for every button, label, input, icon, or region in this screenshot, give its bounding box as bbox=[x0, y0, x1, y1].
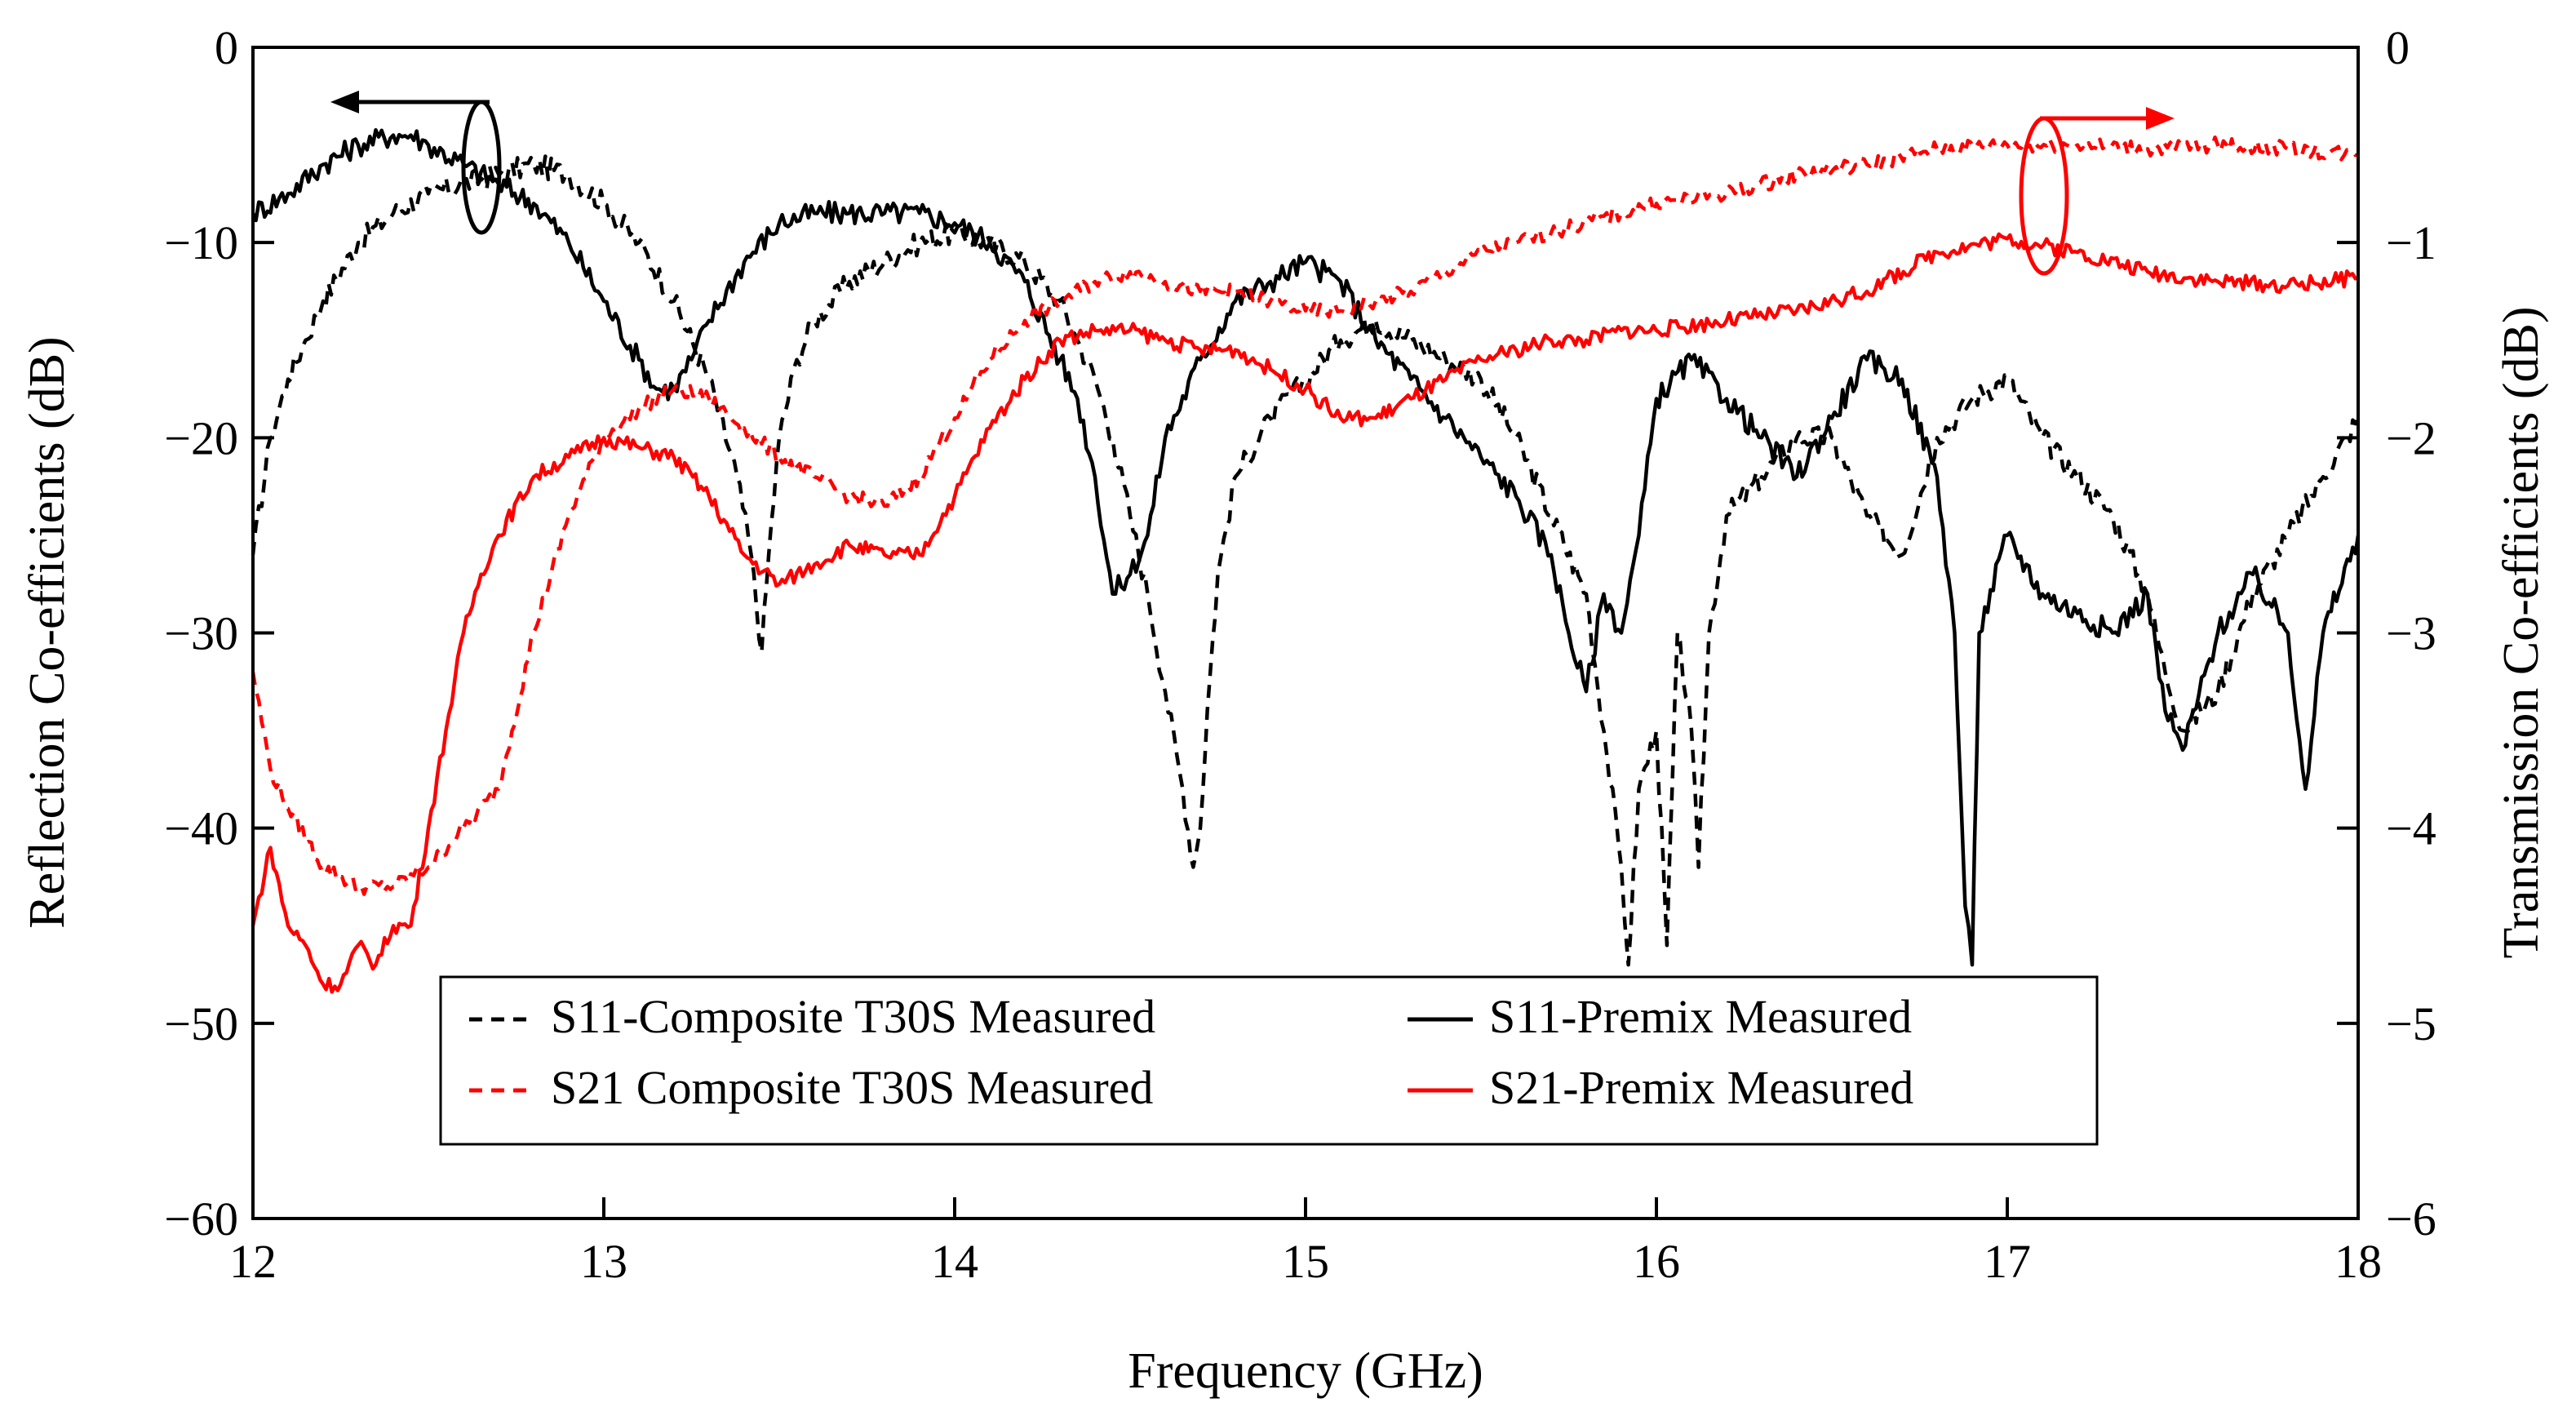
x-tick-label: 14 bbox=[931, 1235, 978, 1288]
y-tick-label-right: −6 bbox=[2386, 1192, 2436, 1245]
x-tick-label: 17 bbox=[1984, 1235, 2031, 1288]
series-line-4 bbox=[251, 232, 2359, 994]
y-axis-title-left: Reflection Co-efficients (dB) bbox=[20, 336, 75, 928]
x-tick-label: 18 bbox=[2334, 1235, 2382, 1288]
ticks-layer: 12 13 14 15 16 17 18 0 −10 −20 −30 −40 −50 −60 0 −1 −2 −3… bbox=[164, 21, 2436, 1288]
y-tick-label-right: 0 bbox=[2386, 21, 2410, 74]
y-tick-label-right: −5 bbox=[2386, 997, 2436, 1050]
legend: S11-Composite T30S Measured S11-Premix Me… bbox=[439, 975, 2099, 1146]
s21-annotation bbox=[2019, 107, 2175, 276]
y-tick-label-right: −1 bbox=[2386, 216, 2436, 269]
series-line-1 bbox=[251, 154, 2361, 967]
x-tick-label: 13 bbox=[580, 1235, 627, 1288]
s11-annotation bbox=[330, 91, 502, 235]
x-tick-label: 16 bbox=[1633, 1235, 1680, 1288]
right-arrow-icon bbox=[2146, 107, 2175, 130]
x-tick-label: 15 bbox=[1282, 1235, 1329, 1288]
y-tick-label-left: −40 bbox=[164, 802, 238, 855]
y-tick-label-right: −3 bbox=[2386, 607, 2436, 660]
series-layer bbox=[251, 127, 2361, 994]
legend-label: S21 Composite T30S Measured bbox=[551, 1061, 1153, 1114]
y-tick-label-left: −50 bbox=[164, 997, 238, 1050]
legend-box bbox=[439, 975, 2099, 1146]
y-tick-label-left: 0 bbox=[215, 21, 238, 74]
y-tick-label-right: −2 bbox=[2386, 411, 2436, 464]
x-tick-label: 12 bbox=[229, 1235, 277, 1288]
y-axis-title-right: Transmission Co-efficients (dB) bbox=[2494, 306, 2549, 958]
s21-annotation-ellipse bbox=[2019, 116, 2069, 276]
series-line-2 bbox=[251, 127, 2361, 967]
y-tick-label-right: −4 bbox=[2386, 802, 2436, 855]
series-line-3 bbox=[251, 135, 2359, 896]
left-arrow-icon bbox=[330, 91, 359, 113]
legend-label: S21-Premix Measured bbox=[1489, 1061, 1913, 1114]
x-axis-title: Frequency (GHz) bbox=[1128, 1343, 1483, 1399]
y-tick-label-left: −30 bbox=[164, 607, 238, 660]
y-tick-label-left: −10 bbox=[164, 216, 238, 269]
legend-label: S11-Composite T30S Measured bbox=[551, 990, 1155, 1043]
y-tick-label-left: −60 bbox=[164, 1192, 238, 1245]
y-tick-label-left: −20 bbox=[164, 411, 238, 464]
legend-label: S11-Premix Measured bbox=[1489, 990, 1912, 1043]
